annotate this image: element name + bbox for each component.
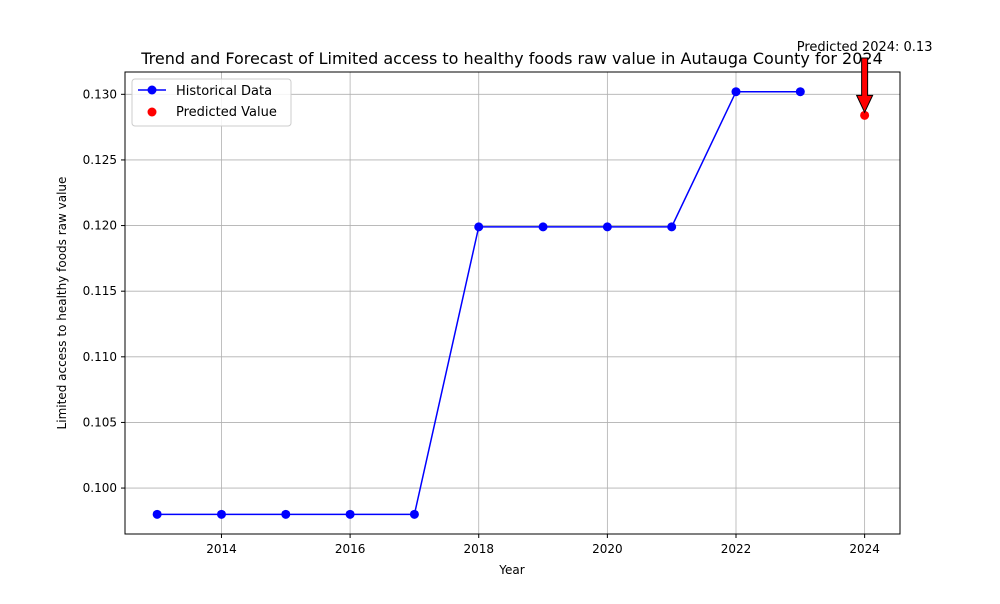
historical-data-point [345,509,355,519]
historical-data-point [667,222,677,232]
x-tick-label: 2016 [335,542,366,556]
legend-label-predicted: Predicted Value [176,105,277,120]
grid-lines [125,72,900,534]
legend-marker-predicted [147,107,157,117]
historical-data-point [474,222,484,232]
historical-data-point [152,509,162,519]
y-axis-label: Limited access to healthy foods raw valu… [55,177,69,430]
x-tick-label: 2020 [592,542,623,556]
predicted-data-point [860,110,870,120]
x-tick-label: 2022 [721,542,752,556]
legend: Historical Data Predicted Value [131,78,292,127]
data-series [152,87,870,519]
historical-data-point [538,222,548,232]
y-tick-label: 0.110 [83,350,117,364]
historical-data-point [602,222,612,232]
annotation-layer: Predicted 2024: 0.13 [797,40,933,114]
legend-label-historical: Historical Data [176,84,272,99]
legend-marker-historical [147,85,157,95]
historical-data-point [216,509,226,519]
y-tick-label: 0.120 [83,219,117,233]
historical-data-point [731,87,741,97]
y-tick-label: 0.125 [83,153,117,167]
historical-data-point [409,509,419,519]
x-tick-label: 2018 [463,542,494,556]
chart-title: Trend and Forecast of Limited access to … [140,49,883,68]
y-tick-label: 0.105 [83,415,117,429]
x-axis-label: Year [498,563,524,577]
x-tick-label: 2014 [206,542,237,556]
y-tick-label: 0.130 [83,87,117,101]
historical-data-point [795,87,805,97]
y-tick-label: 0.100 [83,481,117,495]
x-tick-label: 2024 [849,542,880,556]
legend-box [131,78,292,127]
historical-data-point [281,509,291,519]
annotation-arrow [855,57,874,114]
y-tick-label: 0.115 [83,284,117,298]
annotation-text: Predicted 2024: 0.13 [797,40,933,55]
plot-frame [124,71,901,535]
axis-ticks: 2014 2016 2018 2020 2022 2024 0.100 0.105 0.110 0… [83,87,880,556]
